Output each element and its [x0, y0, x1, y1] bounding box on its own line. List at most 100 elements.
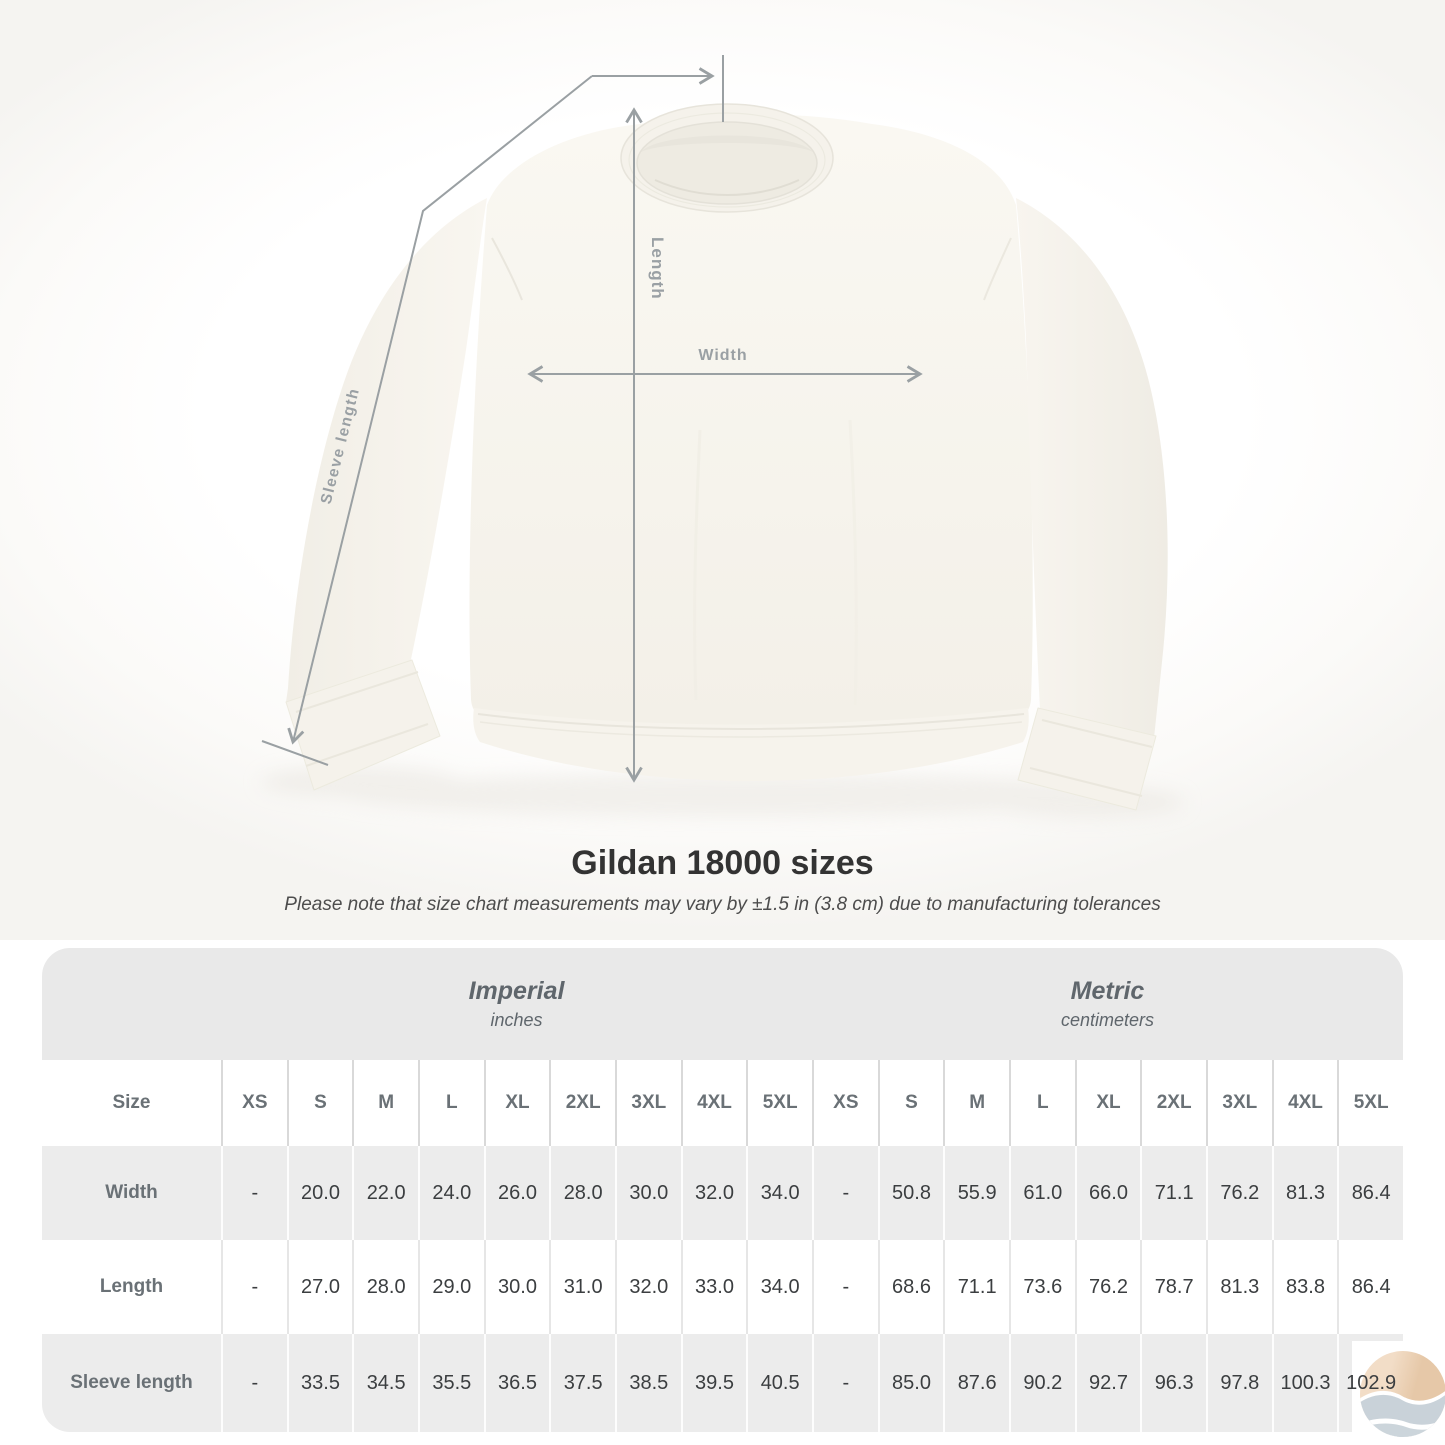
shirt-right-sleeve	[1016, 198, 1168, 811]
value-cell: 76.2	[1074, 1240, 1141, 1334]
value-cell: 28.0	[352, 1240, 418, 1334]
metric-group-unit: centimeters	[1060, 1010, 1155, 1030]
value-cell: 73.6	[1008, 1240, 1075, 1334]
size-header: M	[943, 1060, 1009, 1146]
measurement-lines	[261, 55, 923, 783]
value-cell: 36.5	[483, 1334, 550, 1432]
sleeve-length-arrow	[287, 75, 593, 745]
value-cell: 71.1	[1140, 1146, 1206, 1240]
value-cell: 39.5	[680, 1334, 747, 1432]
value-cell: 81.3	[1205, 1240, 1272, 1334]
value-cell: 32.0	[680, 1146, 747, 1240]
table-row-sleeve-length: Sleeve length - 33.5 34.5 35.5 36.5 37.5…	[42, 1334, 1403, 1432]
imperial-group-unit: inches	[490, 1010, 543, 1030]
table-row-length: Length - 27.0 28.0 29.0 30.0 31.0 32.0 3…	[42, 1240, 1403, 1334]
value-cell: 100.3	[1271, 1334, 1338, 1432]
value-cell: 96.3	[1140, 1334, 1206, 1432]
sleeve-length-end-tick	[261, 740, 329, 766]
size-header: L	[1008, 1060, 1075, 1146]
size-header: 2XL	[549, 1060, 615, 1146]
value-cell: 86.4	[1337, 1146, 1403, 1240]
value-cell: 87.6	[943, 1334, 1009, 1432]
brand-watermark	[1352, 1341, 1445, 1445]
value-cell: 102.9	[1337, 1334, 1403, 1432]
wave-logo-icon	[1360, 1351, 1445, 1437]
size-header: XS	[811, 1060, 878, 1146]
value-cell: -	[811, 1240, 878, 1334]
value-cell: 38.5	[614, 1334, 681, 1432]
size-header: XS	[221, 1060, 287, 1146]
size-header: 4XL	[1271, 1060, 1338, 1146]
width-measure-label: Width	[698, 347, 748, 364]
shirt-left-sleeve	[285, 198, 487, 791]
value-cell: 61.0	[1008, 1146, 1075, 1240]
value-cell: 30.0	[483, 1240, 550, 1334]
value-cell: 81.3	[1271, 1146, 1338, 1240]
metric-group-header: Metric centimeters	[812, 948, 1403, 1060]
value-cell: 37.5	[549, 1334, 615, 1432]
value-cell: 66.0	[1074, 1146, 1141, 1240]
size-header: XL	[483, 1060, 550, 1146]
size-header: 3XL	[614, 1060, 681, 1146]
value-cell: 24.0	[417, 1146, 484, 1240]
value-cell: 68.6	[877, 1240, 944, 1334]
value-cell: 27.0	[286, 1240, 353, 1334]
value-cell: 31.0	[549, 1240, 615, 1334]
value-cell: -	[221, 1334, 287, 1432]
row-label: Length	[99, 1276, 164, 1297]
unit-group-band: Imperial inches Metric centimeters	[42, 948, 1403, 1060]
value-cell: -	[811, 1146, 878, 1240]
value-cell: 22.0	[352, 1146, 418, 1240]
value-cell: 26.0	[483, 1146, 550, 1240]
value-cell: 34.0	[746, 1146, 812, 1240]
value-cell: -	[811, 1334, 878, 1432]
value-cell: 30.0	[614, 1146, 681, 1240]
size-header: M	[352, 1060, 418, 1146]
size-header: S	[877, 1060, 944, 1146]
value-cell: 85.0	[877, 1334, 944, 1432]
shirt-collar	[620, 103, 834, 213]
value-cell-text: 102.9	[1346, 1371, 1397, 1394]
value-cell: 90.2	[1008, 1334, 1075, 1432]
size-header: 3XL	[1205, 1060, 1272, 1146]
value-cell: 28.0	[549, 1146, 615, 1240]
value-cell: -	[221, 1146, 287, 1240]
value-cell: 33.0	[680, 1240, 747, 1334]
page-title: Gildan 18000 sizes	[571, 844, 874, 882]
value-cell: 86.4	[1337, 1240, 1403, 1334]
size-header: XL	[1074, 1060, 1141, 1146]
value-cell: 40.5	[746, 1334, 812, 1432]
size-header-row: Size XS S M L XL 2XL 3XL 4XL 5XL XS S M …	[42, 1060, 1403, 1146]
value-cell: 34.5	[352, 1334, 418, 1432]
table-row-width: Width - 20.0 22.0 24.0 26.0 28.0 30.0 32…	[42, 1146, 1403, 1240]
row-label: Sleeve length	[70, 1372, 193, 1393]
value-cell: 92.7	[1074, 1334, 1141, 1432]
metric-group-title: Metric	[1070, 977, 1145, 1005]
length-measure-label: Length	[648, 237, 667, 300]
value-cell: 71.1	[943, 1240, 1009, 1334]
size-header: L	[417, 1060, 484, 1146]
size-header: 2XL	[1140, 1060, 1206, 1146]
shirt-body	[469, 114, 1033, 729]
value-cell: 34.0	[746, 1240, 812, 1334]
value-cell: 33.5	[286, 1334, 353, 1432]
imperial-group-title: Imperial	[468, 977, 565, 1005]
size-corner-header: Size	[112, 1092, 151, 1113]
size-header: 5XL	[1337, 1060, 1403, 1146]
size-header: 4XL	[680, 1060, 747, 1146]
size-table: Imperial inches Metric centimeters Size …	[42, 948, 1403, 1432]
size-header: 5XL	[746, 1060, 812, 1146]
shirt-hem	[473, 708, 1029, 781]
value-cell: 97.8	[1205, 1334, 1272, 1432]
tolerance-note: Please note that size chart measurements…	[284, 894, 1161, 915]
value-cell: 29.0	[417, 1240, 484, 1334]
imperial-group-header: Imperial inches	[221, 948, 812, 1060]
row-label: Width	[105, 1182, 158, 1203]
value-cell: 83.8	[1271, 1240, 1338, 1334]
value-cell: -	[221, 1240, 287, 1334]
value-cell: 50.8	[877, 1146, 944, 1240]
value-cell: 20.0	[286, 1146, 353, 1240]
value-cell: 32.0	[614, 1240, 681, 1334]
value-cell: 55.9	[943, 1146, 1009, 1240]
